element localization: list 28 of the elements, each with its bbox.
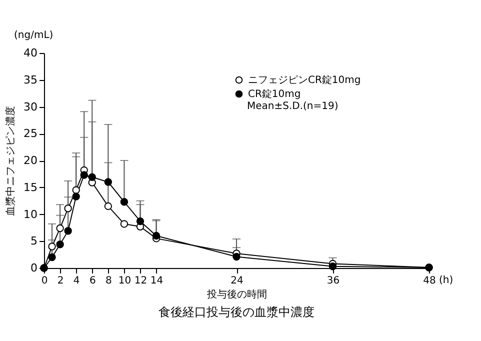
x-tick-label: 6 [89, 276, 96, 286]
text: (ng/mL) [14, 30, 54, 41]
x-tick-label: 4 [73, 276, 80, 286]
x-tick-label: 36 [326, 276, 340, 286]
x-tick-label: 0 [41, 276, 48, 286]
y-tick-label: 0 [30, 262, 38, 274]
y-tick-label: 15 [24, 180, 38, 194]
y-tick-label: 5 [30, 234, 38, 248]
legend-label: ニフェジピンCR錠10mg [248, 75, 361, 86]
annotation: Mean±S.D.(n=19) [247, 101, 338, 112]
y-axis-title: 血漿中ニフェジピン濃度 [4, 106, 17, 216]
x-tick-label: 12 [134, 276, 148, 286]
y-tick-label: 30 [24, 100, 38, 114]
x-tick-label: 14 [150, 276, 164, 286]
x-tick-label: 2 [57, 276, 64, 286]
text: 食後経口投与後の血漿中濃度 [158, 305, 314, 319]
x-tick-label: 24 [230, 276, 244, 286]
y-tick-label: 10 [24, 208, 38, 221]
y-tick-label: 35 [24, 73, 38, 86]
x-tick-label: 48 [423, 276, 436, 286]
text: (h) [439, 275, 454, 286]
x-axis-title: 投与後の時間 [206, 288, 267, 300]
x-tick-label: 8 [105, 276, 112, 286]
x-tick-label: 10 [118, 276, 132, 286]
y-tick-label: 25 [24, 127, 38, 140]
y-tick-label: 20 [24, 154, 38, 167]
y-tick-label: 40 [24, 46, 38, 60]
legend-label: CR錠10mg [248, 89, 301, 100]
